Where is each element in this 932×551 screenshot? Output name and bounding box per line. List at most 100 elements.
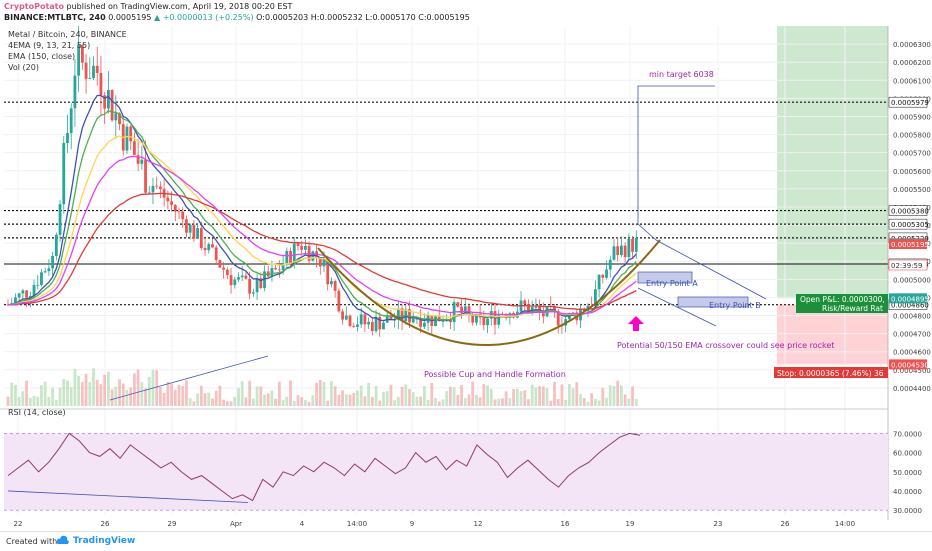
volume-bar	[121, 383, 125, 406]
candle-body	[289, 250, 292, 264]
annotation-ema-crossover: Potential 50/150 EMA crossover could see…	[617, 341, 834, 350]
candle-body	[605, 269, 608, 278]
candle-body	[159, 186, 162, 190]
volume-bar	[218, 385, 222, 406]
volume-bar	[255, 386, 259, 406]
candle-body	[415, 318, 419, 320]
price-label-box	[889, 239, 927, 250]
volume-bar	[437, 401, 441, 406]
candle-body	[337, 290, 341, 312]
volume-bar	[408, 389, 411, 406]
volume-bar	[504, 391, 508, 406]
volume-bar	[567, 384, 571, 406]
candle-body	[534, 306, 538, 308]
price-label-box	[889, 293, 927, 304]
candle-body	[419, 318, 423, 327]
candle-body	[370, 321, 374, 332]
candle-body	[225, 269, 229, 276]
price-chart[interactable]: 0.00063000.00062000.00061000.00060000.00…	[0, 26, 932, 532]
volume-bar	[326, 400, 330, 406]
volume-bar	[322, 381, 326, 406]
volume-bar	[118, 379, 121, 406]
volume-bar	[244, 397, 248, 406]
volume-bar	[582, 398, 586, 406]
volume-bar	[40, 384, 43, 406]
open-pl-box	[796, 294, 888, 313]
candle-body	[259, 278, 263, 289]
volume-bar	[263, 394, 266, 406]
volume-bar	[281, 400, 285, 406]
candle-body	[6, 304, 10, 306]
rsi-tick-label: 50.0000	[893, 469, 922, 477]
volume-bar	[586, 401, 590, 406]
price-label: 0.0004530	[891, 361, 929, 369]
candle-body	[330, 281, 333, 285]
candle-body	[118, 113, 121, 125]
tradingview-brand[interactable]: TradingView	[73, 536, 136, 546]
volume-bar	[277, 381, 281, 406]
volume-bar	[173, 389, 177, 406]
created-with-text: Created with	[6, 537, 58, 546]
author-name[interactable]: CryptoPotato	[4, 2, 64, 11]
volume-bar	[28, 397, 32, 406]
candle-body	[378, 316, 382, 330]
footer: Created with TradingView	[0, 531, 932, 551]
volume-bar	[14, 384, 17, 406]
volume-bar	[400, 386, 404, 406]
price-tick-label: 0.0006200	[893, 59, 931, 67]
candle-body	[538, 306, 542, 312]
candle-body	[359, 314, 363, 325]
candle-body	[17, 293, 21, 298]
candle-body	[616, 246, 620, 256]
chart-header: CryptoPotato published on TradingView.co…	[0, 0, 932, 26]
annotation-cup-handle: Possible Cup and Handle Formation	[424, 370, 566, 379]
price-label-box	[889, 359, 927, 370]
candle-body	[73, 75, 77, 109]
volume-bar	[627, 398, 631, 406]
candle-body	[300, 245, 304, 250]
handle-upper-line	[655, 239, 767, 300]
candle-body	[207, 244, 211, 251]
candle-body	[463, 306, 467, 314]
countdown-label: 02:39:59	[891, 262, 922, 270]
candle-body	[627, 238, 631, 258]
volume-bar	[631, 386, 634, 406]
candle-body	[567, 314, 571, 320]
candle-body	[341, 311, 344, 320]
time-tick-label: Apr	[230, 520, 242, 528]
candle-body	[21, 290, 25, 294]
candle-body	[188, 225, 192, 233]
volume-bar	[47, 396, 51, 406]
volume-bar	[620, 385, 623, 406]
candle-body	[497, 314, 501, 325]
candle-body	[25, 290, 28, 298]
candle-body	[95, 65, 99, 73]
time-tick-label: 12	[474, 520, 483, 528]
time-tick-label: 4	[300, 520, 305, 528]
volume-bar	[564, 399, 568, 406]
volume-bar	[229, 401, 233, 406]
time-tick-label: 26	[781, 520, 790, 528]
candle-body	[382, 322, 385, 330]
volume-bar	[534, 387, 538, 406]
volume-bar	[292, 400, 296, 406]
candle-body	[129, 126, 133, 142]
candle-body	[601, 274, 605, 278]
volume-bar	[471, 381, 475, 406]
candle-body	[367, 321, 371, 325]
candle-body	[125, 126, 129, 151]
level-label: 0.0005979	[891, 99, 929, 107]
volume-bar	[382, 392, 385, 406]
volume-bar	[95, 379, 99, 406]
candle-body	[110, 89, 114, 121]
volume-bar	[304, 399, 307, 406]
volume-bar	[501, 398, 504, 406]
volume-bar	[233, 396, 237, 406]
candle-body	[199, 228, 203, 249]
candle-body	[389, 315, 393, 321]
volume-bar	[378, 400, 382, 406]
handle-lower-line	[637, 287, 717, 327]
volume-bar	[571, 388, 575, 406]
price-tick-label: 0.0006100	[893, 77, 931, 85]
candle-body	[311, 251, 315, 261]
